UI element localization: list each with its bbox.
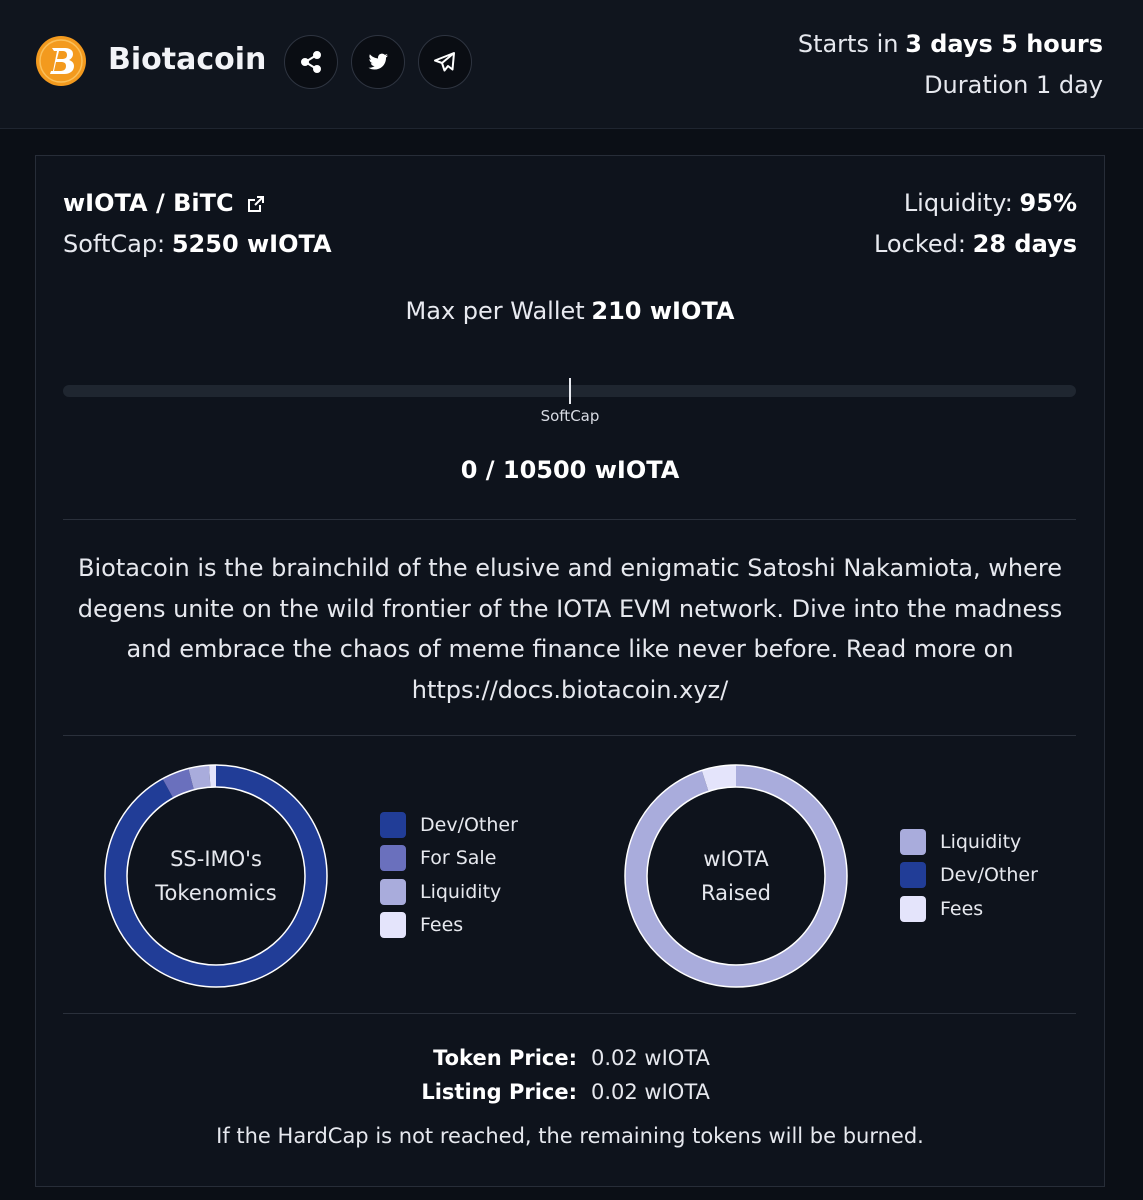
donut-segment xyxy=(701,765,737,792)
legend-label: For Sale xyxy=(420,847,497,870)
locked-label: Locked: xyxy=(873,230,966,258)
legend-swatch xyxy=(380,811,406,838)
sale-card: wIOTA / BiTC SoftCap: 5250 wIOTA Liquidit… xyxy=(35,155,1105,1187)
pair-info: wIOTA / BiTC SoftCap: 5250 wIOTA xyxy=(63,183,332,265)
donut-outline xyxy=(646,786,826,966)
legend-swatch xyxy=(380,912,406,939)
duration: Duration 1 day xyxy=(924,71,1103,99)
price-label: Listing Price: xyxy=(421,1080,577,1104)
donut-segment xyxy=(105,765,327,987)
pair[interactable]: wIOTA / BiTC xyxy=(63,189,234,217)
telegram-button[interactable] xyxy=(418,35,472,89)
legend-swatch xyxy=(900,828,926,855)
legend-swatch xyxy=(380,845,406,872)
donut-center-label: Tokenomics xyxy=(154,881,276,905)
locked-value: 28 days xyxy=(972,230,1077,258)
max-wallet-label: Max per Wallet xyxy=(405,297,585,325)
telegram-icon xyxy=(434,52,455,72)
legend-item: Fees xyxy=(380,909,518,943)
divider xyxy=(63,519,1076,520)
legend-swatch xyxy=(900,862,926,889)
share-button[interactable] xyxy=(284,35,338,89)
header: Biotacoin Starts in 3 days 5 hours Durati… xyxy=(0,0,1143,129)
donut-outline xyxy=(624,764,848,988)
burn-note: If the HardCap is not reached, the remai… xyxy=(216,1124,924,1148)
donut-center-label: SS-IMO's xyxy=(170,847,262,871)
starts-label: Starts in xyxy=(797,30,899,58)
softcap-label: SoftCap: xyxy=(63,230,166,258)
app-title: Biotacoin xyxy=(108,42,267,77)
description: Biotacoin is the brainchild of the elusi… xyxy=(77,554,1063,704)
divider xyxy=(63,735,1076,736)
divider xyxy=(63,1013,1076,1014)
max-wallet: Max per Wallet 210 wIOTA xyxy=(36,291,1104,332)
donut-segment xyxy=(162,768,195,799)
price-row: Token Price: 0.02 wIOTA xyxy=(36,1041,1104,1075)
twitter-button[interactable] xyxy=(351,35,405,89)
legend-label: Dev/Other xyxy=(940,864,1038,887)
liquidity-info: Liquidity: 95% Locked: 28 days xyxy=(874,183,1077,265)
twitter-icon xyxy=(368,53,388,70)
legend-label: Liquidity xyxy=(420,880,502,903)
donut-outline xyxy=(126,786,306,966)
external-link-icon[interactable] xyxy=(246,194,266,214)
max-wallet-value: 210 wIOTA xyxy=(591,297,735,325)
liquidity-label: Liquidity: xyxy=(903,189,1013,217)
donut-outline xyxy=(104,764,328,988)
legend-swatch xyxy=(900,895,926,922)
legend: Dev/Other For Sale Liquidity Fees xyxy=(380,808,518,942)
legend-item: Dev/Other xyxy=(900,859,1038,893)
price-label: Token Price: xyxy=(433,1046,577,1070)
legend-item: Liquidity xyxy=(380,875,518,909)
donut-center-label: wIOTA xyxy=(703,847,769,871)
donut-charts: SS-IMO's Tokenomics wIOTA Raised xyxy=(104,764,848,988)
legend-label: Dev/Other xyxy=(420,813,518,836)
progress-text: 0 / 10500 wIOTA xyxy=(460,456,680,484)
legend-item: Fees xyxy=(900,892,1038,926)
legend-swatch xyxy=(380,878,406,905)
sale-timing: Starts in 3 days 5 hours Duration 1 day xyxy=(798,24,1103,106)
share-icon xyxy=(301,51,321,73)
legend-label: Liquidity xyxy=(940,830,1022,853)
starts-value: 3 days 5 hours xyxy=(905,30,1103,58)
legend-item: For Sale xyxy=(380,842,518,876)
donut-segment xyxy=(188,765,211,790)
softcap-marker-label: SoftCap xyxy=(540,407,600,425)
softcap-value: 5250 wIOTA xyxy=(171,230,332,258)
legend-label: Fees xyxy=(940,897,984,920)
legend-item: Liquidity xyxy=(900,825,1038,859)
logo xyxy=(36,36,86,86)
liquidity-value: 95% xyxy=(1019,189,1077,217)
legend: Liquidity Dev/Other Fees xyxy=(900,825,1038,926)
price-value: 0.02 wIOTA xyxy=(591,1046,710,1070)
donut-segment xyxy=(625,765,847,987)
softcap-marker xyxy=(569,378,571,404)
price-value: 0.02 wIOTA xyxy=(591,1080,710,1104)
price-row: Listing Price: 0.02 wIOTA xyxy=(36,1075,1104,1109)
legend-label: Fees xyxy=(420,914,464,937)
donut-center-label: Raised xyxy=(701,881,771,905)
prices: Token Price: 0.02 wIOTA Listing Price: 0.02… xyxy=(36,1041,1104,1109)
legend-item: Dev/Other xyxy=(380,808,518,842)
